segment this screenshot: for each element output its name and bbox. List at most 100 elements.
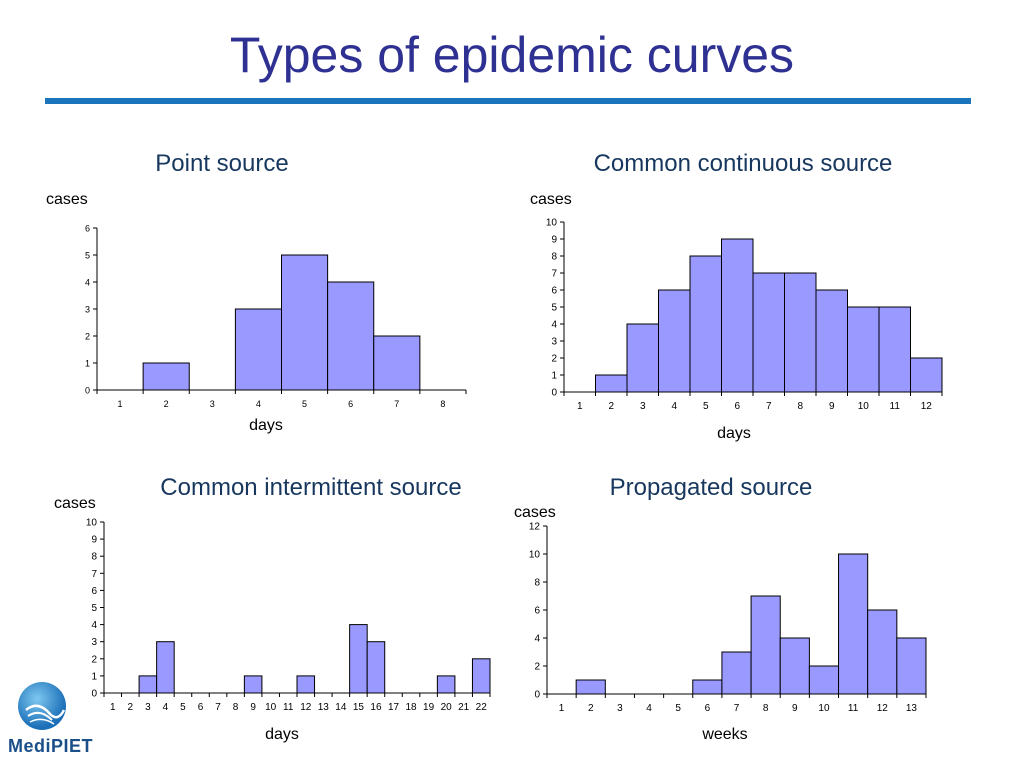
chart-2-bar-15 <box>349 624 368 694</box>
chart-1-bar-6 <box>721 238 754 393</box>
chart-3-xtick-12: 12 <box>877 703 889 714</box>
chart-1-xtick-11: 11 <box>890 401 901 412</box>
chart-1-xlabel: days <box>717 425 751 442</box>
chart-3-xtick-5: 5 <box>675 703 681 714</box>
chart-3-xtick-4: 4 <box>646 703 652 714</box>
chart-1-ytick-6: 6 <box>551 286 557 297</box>
chart-1-xtick-12: 12 <box>921 401 933 412</box>
chart-2-ytick-9: 9 <box>91 535 97 546</box>
chart-1-xtick-5: 5 <box>703 401 709 412</box>
slide-title: Types of epidemic curves <box>229 27 795 83</box>
chart-title-intermittent-source: Common intermittent source <box>160 474 462 501</box>
chart-2-ytick-1: 1 <box>91 671 97 682</box>
chart-0-xtick-2: 2 <box>164 399 169 409</box>
chart-1-bar-2 <box>595 374 628 393</box>
medipiet-globe-icon <box>18 682 66 730</box>
chart-2-xtick-8: 8 <box>233 702 239 713</box>
chart-2-xtick-1: 1 <box>110 702 116 713</box>
chart-2-ytick-2: 2 <box>91 654 97 665</box>
chart-1-xtick-4: 4 <box>671 401 677 412</box>
chart-0-xtick-4: 4 <box>256 399 261 409</box>
chart-3-bar-12 <box>867 609 898 695</box>
chart-1-xtick-1: 1 <box>577 401 583 412</box>
chart-1-ytick-4: 4 <box>551 320 557 331</box>
chart-1-bar-5 <box>689 255 722 393</box>
chart-2-bar-4 <box>156 641 175 694</box>
chart-1-xtick-9: 9 <box>829 401 835 412</box>
chart-0-ylabel: cases <box>46 191 88 208</box>
chart-0-ytick-1: 1 <box>85 359 90 369</box>
chart-0-ytick-2: 2 <box>85 332 90 342</box>
chart-3-bar-6 <box>692 679 723 695</box>
chart-3-xtick-3: 3 <box>617 703 623 714</box>
chart-3-ytick-10: 10 <box>529 550 541 561</box>
chart-1-ylabel: cases <box>530 191 572 208</box>
chart-2-ytick-0: 0 <box>91 689 97 700</box>
chart-3-bar-13 <box>896 637 927 695</box>
chart-1-ytick-1: 1 <box>551 371 557 382</box>
chart-2-xtick-7: 7 <box>215 702 221 713</box>
chart-1-ytick-10: 10 <box>546 218 558 229</box>
chart-2-xtick-22: 22 <box>476 702 488 713</box>
chart-2-xtick-2: 2 <box>128 702 134 713</box>
chart-1-ytick-5: 5 <box>551 303 557 314</box>
chart-3-bar-8 <box>750 595 781 695</box>
chart-2-ylabel: cases <box>54 495 96 512</box>
chart-1-xtick-3: 3 <box>640 401 646 412</box>
chart-1-bar-7 <box>752 272 785 393</box>
chart-2-ytick-10: 10 <box>86 518 98 529</box>
chart-2-xtick-21: 21 <box>458 702 470 713</box>
chart-2-xtick-10: 10 <box>265 702 277 713</box>
chart-2-ytick-8: 8 <box>91 552 97 563</box>
chart-3-bar-10 <box>808 665 840 695</box>
chart-3-ytick-4: 4 <box>534 634 540 645</box>
chart-title-point-source: Point source <box>155 150 289 177</box>
chart-2-bar-3 <box>138 675 158 694</box>
chart-3-xlabel: weeks <box>702 726 748 743</box>
chart-3-xtick-13: 13 <box>906 703 918 714</box>
chart-1-xtick-8: 8 <box>797 401 803 412</box>
chart-2-xtick-20: 20 <box>441 702 453 713</box>
chart-0-xtick-5: 5 <box>302 399 307 409</box>
chart-3-xtick-9: 9 <box>792 703 798 714</box>
chart-1-ytick-2: 2 <box>551 354 557 365</box>
chart-2-xtick-6: 6 <box>198 702 204 713</box>
chart-0-ytick-6: 6 <box>85 224 90 234</box>
chart-3-xtick-8: 8 <box>763 703 769 714</box>
chart-0-ytick-3: 3 <box>85 305 90 315</box>
chart-2-xtick-19: 19 <box>423 702 435 713</box>
chart-2-xtick-12: 12 <box>300 702 312 713</box>
title-rule <box>45 98 971 104</box>
chart-0-xtick-7: 7 <box>394 399 399 409</box>
chart-3-ytick-2: 2 <box>534 662 540 673</box>
chart-2-ytick-7: 7 <box>91 569 97 580</box>
chart-1-bar-10 <box>847 306 880 393</box>
chart-1-ytick-9: 9 <box>551 235 557 246</box>
chart-3-ytick-0: 0 <box>534 690 540 701</box>
chart-2-bar-9 <box>243 675 263 694</box>
chart-3-xtick-2: 2 <box>588 703 594 714</box>
chart-3-xtick-1: 1 <box>559 703 565 714</box>
chart-1-ytick-8: 8 <box>551 252 557 263</box>
chart-0-ytick-4: 4 <box>85 278 90 288</box>
chart-2-xtick-14: 14 <box>335 702 347 713</box>
chart-2-bar-16 <box>366 641 386 694</box>
chart-2-ytick-3: 3 <box>91 637 97 648</box>
chart-2-xtick-15: 15 <box>353 702 365 713</box>
chart-0-bar-5 <box>281 254 329 391</box>
chart-0-bar-2 <box>142 362 190 391</box>
chart-3-ylabel: cases <box>514 504 556 521</box>
chart-2-xtick-9: 9 <box>250 702 256 713</box>
chart-2-bar-22 <box>471 658 491 694</box>
chart-2-xtick-11: 11 <box>283 702 294 713</box>
chart-2-bar-12 <box>296 675 316 694</box>
chart-1-bar-11 <box>878 306 911 393</box>
chart-2-ytick-6: 6 <box>91 586 97 597</box>
chart-1-xtick-2: 2 <box>608 401 614 412</box>
chart-2-xlabel: days <box>265 726 299 743</box>
chart-1-xtick-10: 10 <box>858 401 870 412</box>
chart-0-xtick-1: 1 <box>118 399 123 409</box>
chart-1-xtick-6: 6 <box>734 401 740 412</box>
chart-2-xtick-16: 16 <box>370 702 382 713</box>
